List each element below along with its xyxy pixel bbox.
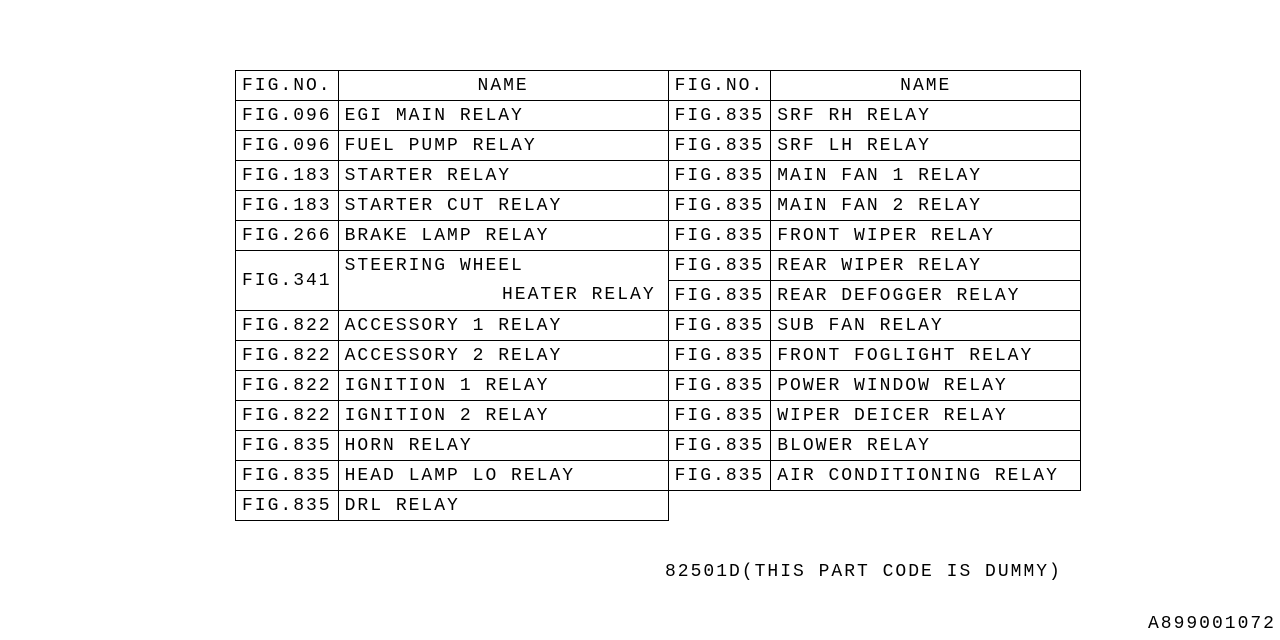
table-row: FIG.183 STARTER RELAY FIG.835 MAIN FAN 1… [236,161,1081,191]
table-row: HEATER RELAY FIG.835 REAR DEFOGGER RELAY [236,281,1081,311]
table-header-row: FIG.NO. NAME FIG.NO. NAME [236,71,1081,101]
cell-name: SRF LH RELAY [771,131,1081,161]
table-row: FIG.096 FUEL PUMP RELAY FIG.835 SRF LH R… [236,131,1081,161]
cell-fig: FIG.822 [236,341,339,371]
cell-name: REAR DEFOGGER RELAY [771,281,1081,311]
cell-name: ACCESSORY 1 RELAY [338,311,668,341]
cell-fig: FIG.183 [236,191,339,221]
cell-name: POWER WINDOW RELAY [771,371,1081,401]
cell-name: FUEL PUMP RELAY [338,131,668,161]
cell-fig: FIG.835 [668,311,771,341]
table-row: FIG.822 ACCESSORY 2 RELAY FIG.835 FRONT … [236,341,1081,371]
cell-name: BRAKE LAMP RELAY [338,221,668,251]
table-row: FIG.822 IGNITION 2 RELAY FIG.835 WIPER D… [236,401,1081,431]
cell-fig: FIG.835 [236,431,339,461]
cell-name: FRONT FOGLIGHT RELAY [771,341,1081,371]
cell-name: IGNITION 1 RELAY [338,371,668,401]
cell-name: HEAD LAMP LO RELAY [338,461,668,491]
header-name-right: NAME [771,71,1081,101]
cell-name-line1: STEERING WHEEL [338,251,668,281]
cell-fig: FIG.835 [668,401,771,431]
relay-table-container: FIG.NO. NAME FIG.NO. NAME FIG.096 EGI MA… [235,70,1081,521]
cell-fig: FIG.835 [668,101,771,131]
part-code-note: 82501D(THIS PART CODE IS DUMMY) [665,562,1062,582]
table-row: FIG.266 BRAKE LAMP RELAY FIG.835 FRONT W… [236,221,1081,251]
table-row: FIG.822 IGNITION 1 RELAY FIG.835 POWER W… [236,371,1081,401]
cell-name: SRF RH RELAY [771,101,1081,131]
cell-fig: FIG.096 [236,131,339,161]
cell-name: REAR WIPER RELAY [771,251,1081,281]
cell-name: HORN RELAY [338,431,668,461]
cell-name: IGNITION 2 RELAY [338,401,668,431]
cell-fig: FIG.266 [236,221,339,251]
cell-name: DRL RELAY [338,491,668,521]
cell-fig: FIG.835 [668,221,771,251]
cell-name: MAIN FAN 2 RELAY [771,191,1081,221]
cell-name: STARTER CUT RELAY [338,191,668,221]
cell-fig: FIG.835 [668,461,771,491]
table-row: FIG.183 STARTER CUT RELAY FIG.835 MAIN F… [236,191,1081,221]
cell-fig: FIG.183 [236,161,339,191]
cell-fig: FIG.835 [668,191,771,221]
cell-name-line2: HEATER RELAY [338,281,668,311]
header-name-left: NAME [338,71,668,101]
cell-name: FRONT WIPER RELAY [771,221,1081,251]
cell-fig: FIG.096 [236,101,339,131]
cell-fig: FIG.835 [668,281,771,311]
header-fig-right: FIG.NO. [668,71,771,101]
cell-name: WIPER DEICER RELAY [771,401,1081,431]
cell-name: AIR CONDITIONING RELAY [771,461,1081,491]
cell-fig: FIG.835 [236,461,339,491]
cell-fig: FIG.822 [236,401,339,431]
cell-fig-rowspan: FIG.341 [236,251,339,311]
cell-fig: FIG.822 [236,311,339,341]
cell-fig: FIG.835 [668,371,771,401]
cell-fig: FIG.835 [668,341,771,371]
cell-fig: FIG.835 [668,131,771,161]
cell-name: SUB FAN RELAY [771,311,1081,341]
cell-fig: FIG.835 [668,161,771,191]
relay-table-left: FIG.NO. NAME FIG.NO. NAME FIG.096 EGI MA… [235,70,1081,521]
cell-name: ACCESSORY 2 RELAY [338,341,668,371]
cell-fig: FIG.822 [236,371,339,401]
table-row: FIG.096 EGI MAIN RELAY FIG.835 SRF RH RE… [236,101,1081,131]
cell-fig: FIG.835 [668,251,771,281]
cell-name: MAIN FAN 1 RELAY [771,161,1081,191]
document-code: A899001072 [1148,614,1276,634]
cell-name: EGI MAIN RELAY [338,101,668,131]
header-fig-left: FIG.NO. [236,71,339,101]
table-row: FIG.835 HEAD LAMP LO RELAY FIG.835 AIR C… [236,461,1081,491]
cell-fig: FIG.835 [236,491,339,521]
table-row: FIG.835 HORN RELAY FIG.835 BLOWER RELAY [236,431,1081,461]
table-row: FIG.822 ACCESSORY 1 RELAY FIG.835 SUB FA… [236,311,1081,341]
cell-name: STARTER RELAY [338,161,668,191]
cell-name: BLOWER RELAY [771,431,1081,461]
table-row: FIG.341 STEERING WHEEL FIG.835 REAR WIPE… [236,251,1081,281]
table-row: FIG.835 DRL RELAY [236,491,1081,521]
cell-fig: FIG.835 [668,431,771,461]
